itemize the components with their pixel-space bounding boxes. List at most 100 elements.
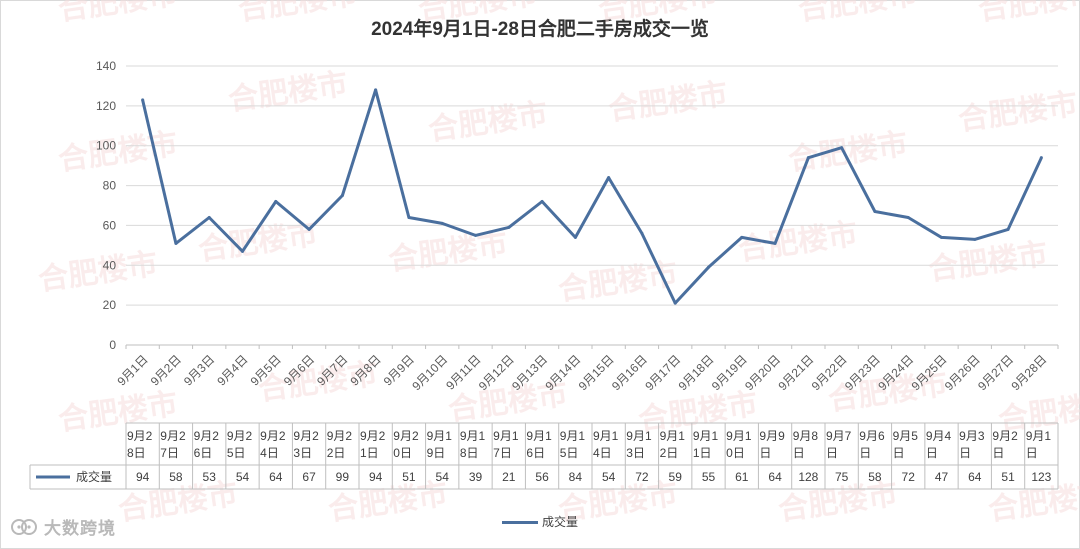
watermark-16: 合肥楼市 — [736, 217, 860, 267]
table-value-cell: 55 — [702, 470, 716, 484]
header-line-1: 9月2 — [260, 429, 286, 443]
x-tick-label: 9月10日 — [409, 352, 450, 393]
table-header-cell: 9月2 0日 — [393, 429, 419, 460]
table-value-cell: 51 — [1001, 470, 1015, 484]
header-line-2: 2日 — [660, 446, 679, 460]
header-line-1: 9月1 — [593, 429, 619, 443]
table-value-cell: 99 — [336, 470, 350, 484]
data-point — [940, 235, 943, 239]
table-header-cell: 9月1 日 — [1026, 429, 1052, 460]
data-point — [241, 249, 244, 253]
table-header-cell: 9月1 6日 — [526, 429, 552, 460]
header-line-1: 9月1 — [693, 429, 719, 443]
watermark-8: 合肥楼市 — [426, 97, 550, 147]
data-point — [773, 241, 777, 245]
header-line-1: 9月1 — [626, 429, 652, 443]
table-header-cell: 9月1 0日 — [726, 429, 752, 460]
x-tick-label: 9月2日 — [148, 352, 184, 388]
table-value-cell: 75 — [835, 470, 849, 484]
table-value-cell: 59 — [669, 470, 683, 484]
watermark-3: 合肥楼市 — [596, 0, 720, 27]
header-line-2: 1日 — [693, 446, 712, 460]
table-header-cell: 9月5 日 — [893, 429, 919, 460]
watermark-14: 合肥楼市 — [386, 227, 510, 277]
table-header-cell: 9月1 2日 — [660, 429, 686, 460]
watermark-0: 合肥楼市 — [56, 0, 180, 27]
header-line-1: 9月1 — [526, 429, 552, 443]
table-header-cell: 9月1 5日 — [560, 429, 586, 460]
header-line-1: 9月2 — [194, 429, 220, 443]
header-line-2: 日 — [793, 446, 805, 460]
data-point — [507, 225, 511, 229]
series-group — [141, 88, 1043, 305]
x-tick-label: 9月11日 — [443, 352, 483, 392]
header-line-1: 9月6 — [859, 429, 885, 443]
table-header-cell: 9月9 日 — [759, 429, 785, 460]
header-line-1: 9月1 — [460, 429, 486, 443]
data-point — [707, 265, 710, 269]
table-value-cell: 72 — [635, 470, 649, 484]
legend-label: 成交量 — [541, 515, 578, 529]
table-header-cell: 9月1 7日 — [493, 429, 519, 460]
table-header-cell: 9月3 日 — [959, 429, 985, 460]
watermark-12: 合肥楼市 — [36, 247, 160, 297]
header-line-1: 9月2 — [992, 429, 1018, 443]
watermark-15: 合肥楼市 — [556, 257, 680, 307]
x-tick-label: 9月19日 — [709, 352, 750, 393]
header-line-2: 8日 — [127, 446, 146, 460]
header-line-2: 6日 — [526, 446, 545, 460]
data-point — [673, 301, 677, 305]
data-point — [207, 215, 211, 219]
header-line-1: 9月2 — [327, 429, 353, 443]
header-line-2: 日 — [826, 446, 838, 460]
header-line-1: 9月3 — [959, 429, 985, 443]
data-point — [374, 88, 378, 92]
table-header-cell: 9月6 日 — [859, 429, 885, 460]
data-point — [973, 237, 977, 241]
table-value-cell: 72 — [902, 470, 916, 484]
table-value-cell: 64 — [768, 470, 782, 484]
header-line-1: 9月8 — [793, 429, 819, 443]
x-tick-label: 9月21日 — [775, 352, 816, 393]
table-value-cell: 64 — [269, 470, 283, 484]
data-point — [1006, 227, 1010, 231]
header-line-1: 9月1 — [493, 429, 519, 443]
table-header-cell: 9月2 2日 — [327, 429, 353, 460]
brand-icon — [11, 518, 37, 535]
y-tick-label: 60 — [103, 218, 117, 232]
x-tick-label: 9月1日 — [114, 352, 150, 388]
header-line-1: 9月2 — [393, 429, 419, 443]
header-line-2: 1日 — [360, 446, 379, 460]
data-point — [1039, 156, 1043, 160]
table-header-cell: 9月2 1日 — [360, 429, 386, 460]
data-point — [274, 200, 278, 204]
header-line-1: 9月2 — [293, 429, 319, 443]
data-point — [640, 231, 644, 235]
header-line-2: 7日 — [493, 446, 512, 460]
watermark-9: 合肥楼市 — [606, 77, 730, 127]
series-line-0 — [141, 88, 1043, 305]
table-value-cell: 39 — [469, 470, 483, 484]
x-tick-label: 9月26日 — [942, 352, 983, 393]
table-header-cell: 9月8 日 — [793, 429, 819, 460]
header-line-2: 日 — [893, 446, 905, 460]
x-tick-label: 9月17日 — [642, 352, 683, 393]
table-header-cell: 9月2 3日 — [293, 429, 319, 460]
data-point — [174, 241, 178, 245]
data-point — [840, 146, 844, 150]
table-row-label: 成交量 — [76, 469, 112, 484]
y-tick-label: 120 — [96, 99, 116, 113]
data-point — [340, 194, 344, 198]
header-line-1: 9月2 — [360, 429, 386, 443]
y-tick-label: 100 — [96, 139, 116, 153]
watermark-7: 合肥楼市 — [226, 67, 350, 117]
table-value-cell: 53 — [203, 470, 217, 484]
table-value-cell: 123 — [1031, 470, 1051, 484]
table-value-cell: 58 — [169, 470, 183, 484]
brand-logo: 大数跨境 — [10, 514, 116, 539]
table-header-cell: 9月2 6日 — [194, 429, 220, 460]
x-tick-label: 9月16日 — [609, 352, 650, 393]
data-point — [573, 235, 577, 239]
header-line-2: 6日 — [194, 446, 213, 460]
